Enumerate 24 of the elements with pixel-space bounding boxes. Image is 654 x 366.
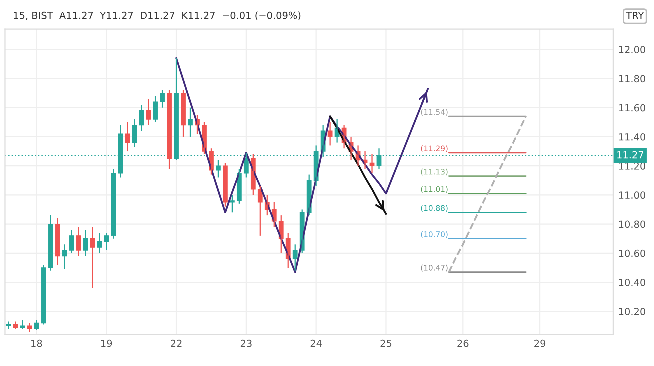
y-tick-label: 11.00 (619, 192, 646, 200)
y-tick-label: 12.00 (619, 46, 646, 54)
y-tick-label: 10.60 (619, 250, 646, 258)
x-tick-label: 25 (380, 340, 392, 348)
candlestick (216, 160, 221, 178)
x-tick-label: 22 (171, 340, 182, 348)
line-series (448, 116, 527, 274)
y-tick-label: 10.40 (619, 278, 646, 286)
x-tick-label: 26 (458, 340, 469, 348)
text: TRY (626, 12, 644, 20)
candlestick (230, 194, 235, 214)
ref-line-label: 11.27 (618, 151, 644, 159)
x-tick-label: 18 (32, 340, 42, 348)
y-tick-label: 11.80 (619, 75, 646, 83)
chart-title: 15, BIST A11.27 Y11.27 D11.27 K11.27 −0.01 (−0.09%) (14, 12, 301, 20)
y-tick-label: 11.60 (619, 104, 646, 112)
x-tick-label: 19 (101, 340, 112, 348)
line-series (329, 116, 388, 216)
y-tick-label: 11.40 (619, 133, 646, 141)
x-tick-label: 23 (240, 340, 252, 348)
y-tick-label: 10.20 (619, 308, 646, 316)
y-tick-label: 10.80 (619, 220, 646, 228)
x-tick-label: 29 (534, 340, 546, 348)
x-tick-label: 24 (310, 340, 322, 348)
